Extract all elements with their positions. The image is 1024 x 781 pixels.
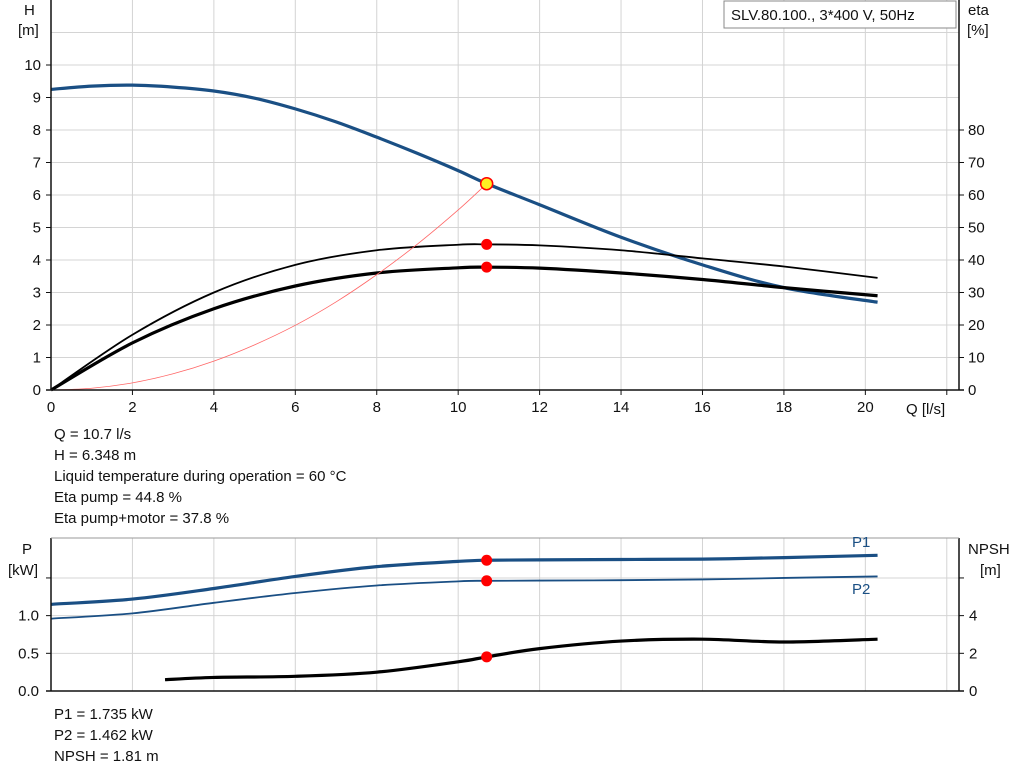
title-box (723, 0, 957, 29)
y-left-tick-label: 7 (33, 155, 41, 172)
x-tick-label: 0 (47, 399, 55, 416)
operating-info: Q = 10.7 l/s H = 6.348 m Liquid temperat… (54, 424, 346, 529)
npsh-curve (164, 637, 878, 682)
y-right-tick-label: 70 (968, 155, 985, 172)
eta-total-curve (50, 265, 878, 392)
y-left-tick-label: 6 (33, 187, 41, 204)
y-left-label-1: H (24, 2, 35, 19)
x-tick-label: 4 (210, 399, 218, 416)
y-left-tick-label: 2 (33, 317, 41, 334)
y-right-tick-label: 40 (968, 252, 985, 269)
x-axis-label: Q [l/s] (906, 401, 945, 418)
p1-point (481, 554, 493, 566)
y-right-label-2: [%] (967, 22, 989, 39)
bottom-series (50, 553, 878, 682)
y-right-tick-label: 50 (968, 220, 985, 237)
x-tick-label: 6 (291, 399, 299, 416)
info-q: Q = 10.7 l/s (54, 426, 132, 443)
y-left-tick-label: 4 (33, 252, 41, 269)
p2-series-label: P2 (852, 581, 870, 598)
p1-series-label: P1 (852, 534, 870, 551)
npsh-tick-label: 4 (969, 608, 977, 625)
x-tick-label: 18 (776, 399, 793, 416)
chart-title: SLV.80.100., 3*400 V, 50Hz (731, 7, 915, 24)
y-left-tick-label: 10 (24, 57, 41, 74)
info-temp: Liquid temperature during operation = 60… (54, 468, 347, 485)
npsh-tick-label: 2 (969, 645, 977, 662)
x-tick-label: 20 (857, 399, 874, 416)
p-tick-label: 1.0 (18, 608, 39, 625)
x-tick-label: 12 (531, 399, 548, 416)
y-right-tick-label: 80 (968, 122, 985, 139)
p2-point (481, 575, 493, 587)
y-right-label-1: eta (968, 2, 990, 19)
system-curve (50, 183, 487, 391)
x-tick-label: 14 (613, 399, 630, 416)
info-npsh: NPSH = 1.81 m (54, 748, 159, 765)
p2-curve (50, 575, 878, 620)
npsh-label-2: [m] (980, 562, 1001, 579)
y-left-tick-label: 5 (33, 220, 41, 237)
npsh-tick-label: 0 (969, 683, 977, 700)
head-curve (50, 83, 878, 304)
top-grid (51, 0, 959, 390)
p-tick-label: 0.5 (18, 645, 39, 662)
p-label-2: [kW] (8, 562, 38, 579)
info-eta-total: Eta pump+motor = 37.8 % (54, 510, 230, 527)
y-left-tick-label: 3 (33, 285, 41, 302)
y-right-tick-label: 60 (968, 187, 985, 204)
y-right-tick-label: 10 (968, 350, 985, 367)
info-eta-pump: Eta pump = 44.8 % (54, 489, 182, 506)
p-tick-label: 0.0 (18, 683, 39, 700)
duty-point (479, 176, 494, 191)
power-info: P1 = 1.735 kW P2 = 1.462 kW NPSH = 1.81 … (54, 704, 159, 767)
y-right-tick-label: 20 (968, 317, 985, 334)
eta-total-point (481, 261, 493, 273)
eta-pump-curve (50, 243, 878, 391)
x-tick-label: 2 (128, 399, 136, 416)
info-p1: P1 = 1.735 kW (54, 706, 153, 723)
info-h: H = 6.348 m (54, 447, 137, 464)
x-tick-label: 16 (694, 399, 711, 416)
y-right-tick-label: 0 (968, 382, 976, 399)
npsh-point (481, 651, 493, 663)
p-label-1: P (22, 541, 32, 558)
x-tick-label: 10 (450, 399, 467, 416)
y-right-tick-label: 30 (968, 285, 985, 302)
y-left-tick-label: 1 (33, 350, 41, 367)
y-left-tick-label: 0 (33, 382, 41, 399)
top-series (50, 83, 878, 392)
y-left-tick-label: 9 (33, 90, 41, 107)
y-left-label-2: [m] (18, 22, 39, 39)
p1-curve (50, 553, 878, 606)
info-p2: P2 = 1.462 kW (54, 727, 153, 744)
eta-pump-point (481, 238, 493, 250)
axes: 0 2 4 6 8 10 12 14 16 18 2001234567891001020304050… (18, 0, 985, 700)
x-tick-label: 8 (373, 399, 381, 416)
npsh-label-1: NPSH (968, 541, 1010, 558)
y-left-tick-label: 8 (33, 122, 41, 139)
